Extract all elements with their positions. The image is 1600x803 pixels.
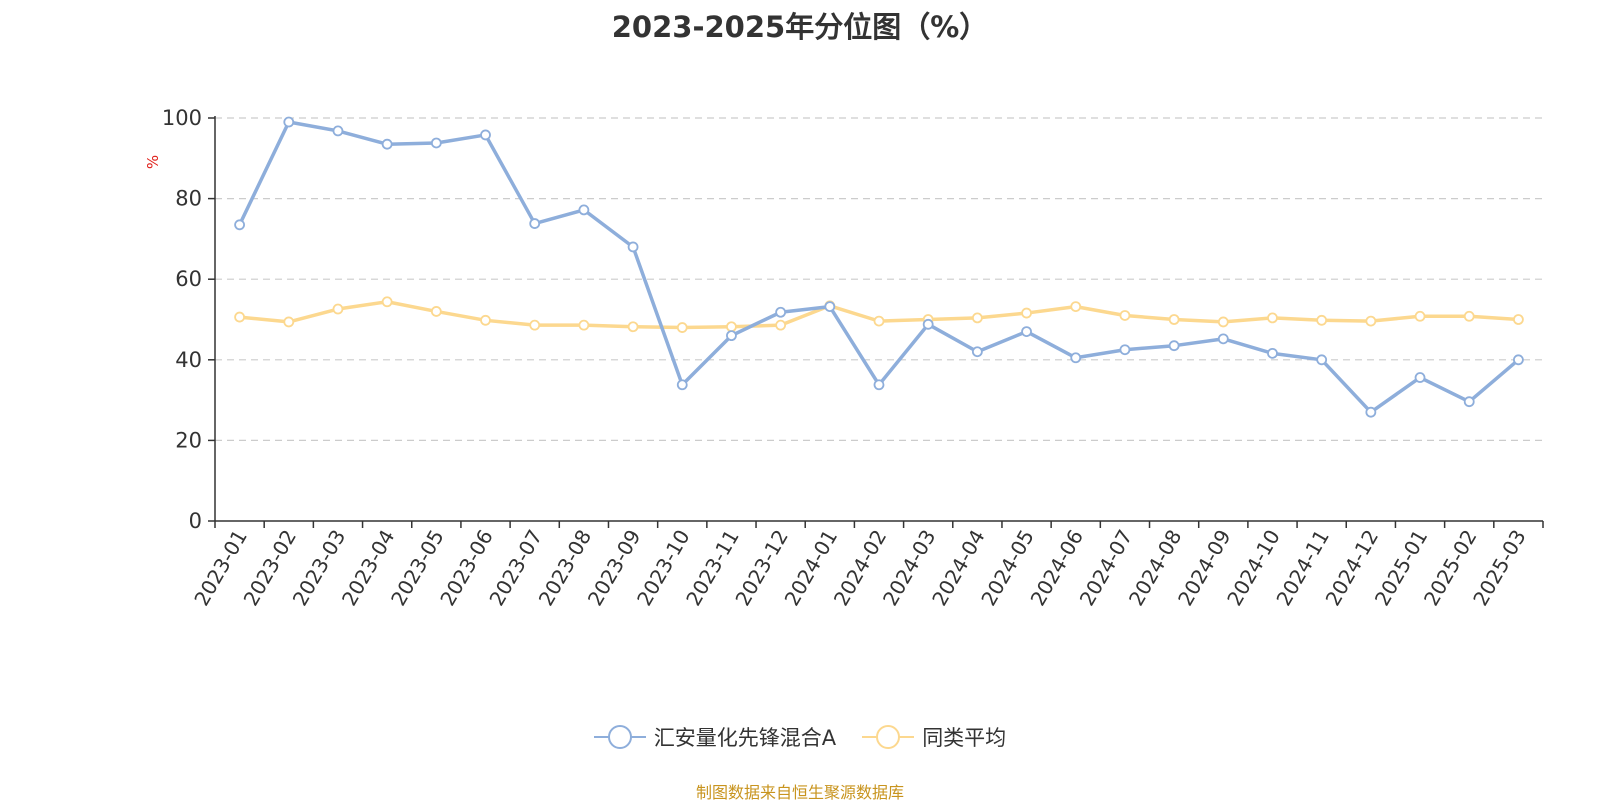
y-tick-label-20: 20 [175, 428, 202, 452]
y-tick-label-0: 0 [189, 509, 202, 533]
grid-lines [215, 117, 1543, 441]
data-point-1-2023-07 [529, 319, 541, 331]
data-point-1-2025-01 [1414, 310, 1426, 322]
series-lines [234, 116, 1524, 418]
data-point-0-2023-08 [578, 204, 590, 216]
data-point-0-2024-09 [1217, 333, 1229, 345]
data-point-0-2025-01 [1414, 372, 1426, 383]
data-point-1-2023-04 [381, 296, 393, 308]
data-point-1-2024-06 [1070, 301, 1082, 313]
data-point-0-2023-07 [529, 218, 541, 229]
data-point-0-2023-02 [283, 116, 295, 128]
data-point-0-2024-10 [1267, 347, 1278, 359]
y-tick-label-40: 40 [175, 348, 202, 372]
data-point-1-2024-05 [1021, 307, 1032, 319]
data-point-0-2023-10 [676, 379, 688, 391]
legend-label-fund: 汇安量化先锋混合A [653, 726, 837, 750]
data-point-0-2025-02 [1463, 396, 1475, 408]
data-point-0-2023-01 [234, 219, 245, 231]
data-point-0-2024-05 [1021, 326, 1032, 337]
legend-marker-peer-average [862, 725, 915, 749]
data-point-0-2023-06 [480, 129, 491, 141]
y-axis-label: % [144, 155, 162, 169]
data-point-0-2024-12 [1365, 406, 1377, 418]
data-point-0-2024-02 [873, 379, 885, 391]
data-point-1-2023-02 [283, 316, 295, 328]
series-line-0 [237, 120, 1521, 414]
data-point-1-2023-08 [578, 319, 590, 331]
data-point-0-2023-12 [775, 306, 787, 318]
data-point-1-2024-02 [873, 315, 885, 327]
data-point-0-2024-11 [1316, 354, 1328, 366]
data-point-0-2025-03 [1513, 354, 1524, 366]
data-point-1-2023-01 [234, 311, 245, 323]
data-point-0-2023-05 [430, 137, 442, 149]
data-point-1-2024-09 [1217, 316, 1229, 328]
chart-legend: 汇安量化先锋混合A 同类平均 [0, 722, 1600, 752]
legend-item-peer-average[interactable]: 同类平均 [862, 722, 1006, 752]
data-point-1-2023-10 [676, 322, 688, 333]
data-point-0-2023-09 [627, 241, 639, 253]
data-point-0-2023-04 [381, 138, 393, 150]
data-point-0-2023-11 [726, 330, 737, 342]
data-point-1-2024-11 [1316, 314, 1328, 326]
y-tick-labels: 0 20 40 60 80 100 [162, 106, 202, 533]
chart-title: 2023-2025年分位图（%） [611, 10, 989, 44]
source-note: 制图数据来自恒生聚源数据库 [695, 783, 904, 802]
axes [208, 116, 1544, 528]
data-point-0-2024-04 [971, 346, 983, 358]
data-point-1-2023-03 [332, 303, 344, 315]
data-point-1-2025-03 [1513, 314, 1524, 325]
data-point-1-2024-12 [1365, 315, 1377, 327]
legend-label-peer-average: 同类平均 [922, 726, 1007, 750]
y-tick-label-80: 80 [175, 187, 202, 211]
data-point-0-2024-03 [922, 318, 934, 330]
y-tick-label-60: 60 [175, 267, 202, 291]
data-point-1-2024-08 [1168, 314, 1180, 325]
data-point-0-2024-07 [1119, 344, 1131, 356]
data-point-0-2024-01 [824, 301, 836, 313]
data-point-1-2024-07 [1119, 310, 1131, 321]
data-point-1-2023-12 [775, 319, 787, 331]
data-point-1-2023-09 [627, 321, 639, 333]
y-tick-label-100: 100 [162, 106, 202, 130]
legend-item-fund[interactable]: 汇安量化先锋混合A [593, 722, 837, 752]
data-point-1-2023-06 [480, 314, 491, 326]
series-1 [234, 296, 1524, 333]
x-tick-labels: 2023-012023-022023-032023-042023-052023-… [189, 526, 1530, 610]
data-point-1-2023-05 [430, 306, 442, 317]
data-point-1-2025-02 [1463, 310, 1475, 322]
series-0 [234, 116, 1524, 418]
data-point-1-2024-10 [1267, 312, 1278, 324]
legend-marker-fund [593, 725, 646, 749]
data-point-0-2024-06 [1070, 352, 1082, 364]
data-point-1-2023-11 [726, 321, 737, 333]
data-point-0-2024-08 [1168, 340, 1180, 352]
data-point-1-2024-04 [971, 312, 983, 324]
data-point-0-2023-03 [332, 125, 344, 137]
